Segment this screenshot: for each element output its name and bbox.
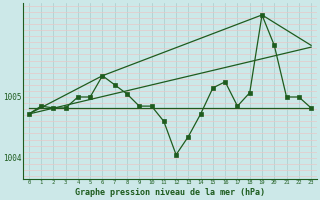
- X-axis label: Graphe pression niveau de la mer (hPa): Graphe pression niveau de la mer (hPa): [75, 188, 265, 197]
